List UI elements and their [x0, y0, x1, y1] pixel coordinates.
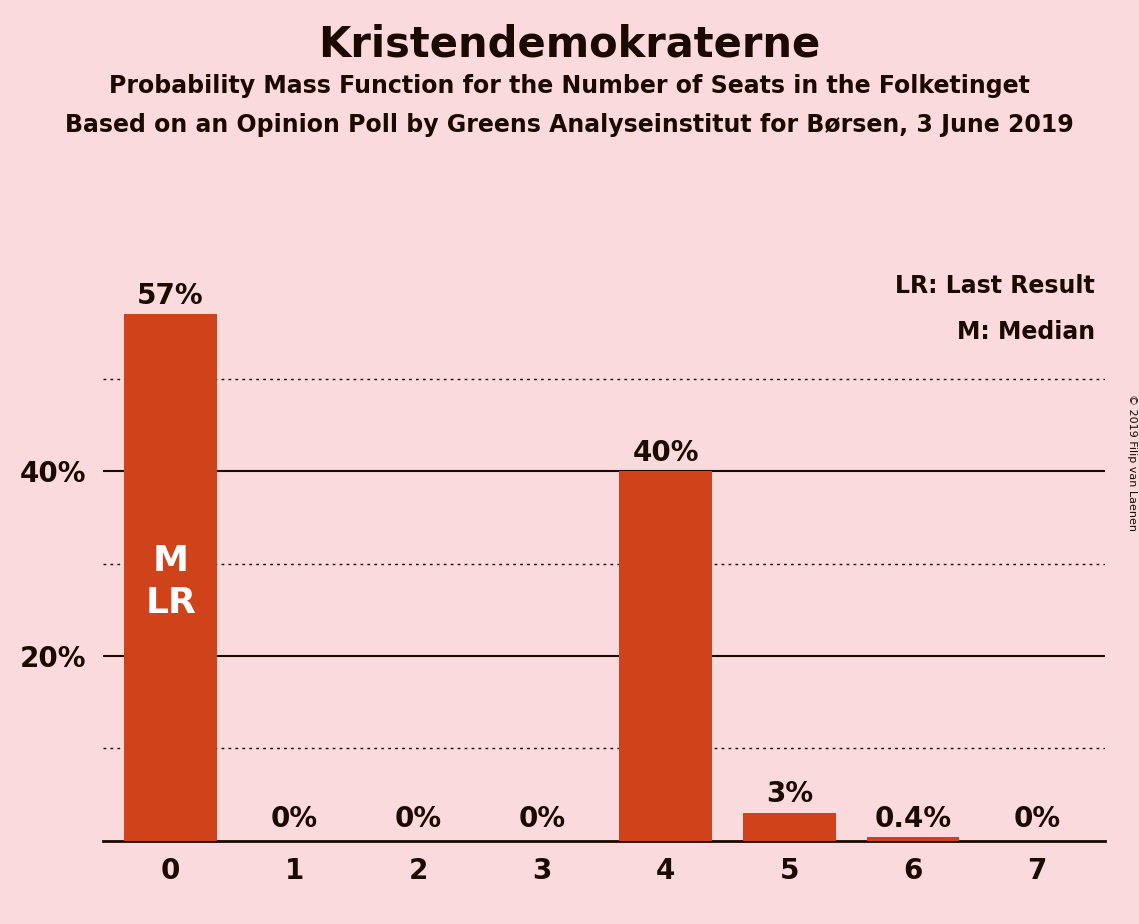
Text: © 2019 Filip van Laenen: © 2019 Filip van Laenen [1126, 394, 1137, 530]
Text: 0%: 0% [1014, 806, 1060, 833]
Text: Probability Mass Function for the Number of Seats in the Folketinget: Probability Mass Function for the Number… [109, 74, 1030, 98]
Text: 0%: 0% [518, 806, 565, 833]
Text: 3%: 3% [765, 781, 813, 808]
Text: M
LR: M LR [145, 544, 196, 620]
Text: Based on an Opinion Poll by Greens Analyseinstitut for Børsen, 3 June 2019: Based on an Opinion Poll by Greens Analy… [65, 113, 1074, 137]
Text: 57%: 57% [138, 282, 204, 310]
Text: LR: Last Result: LR: Last Result [895, 274, 1095, 298]
Text: 0%: 0% [271, 806, 318, 833]
Bar [620, 471, 712, 841]
Text: M: Median: M: Median [957, 320, 1095, 344]
Text: Kristendemokraterne: Kristendemokraterne [319, 23, 820, 65]
Bar [867, 837, 959, 841]
Bar [124, 314, 216, 841]
Text: 0%: 0% [394, 806, 442, 833]
Text: 40%: 40% [632, 439, 699, 467]
Bar [743, 813, 836, 841]
Text: 0.4%: 0.4% [875, 805, 951, 833]
